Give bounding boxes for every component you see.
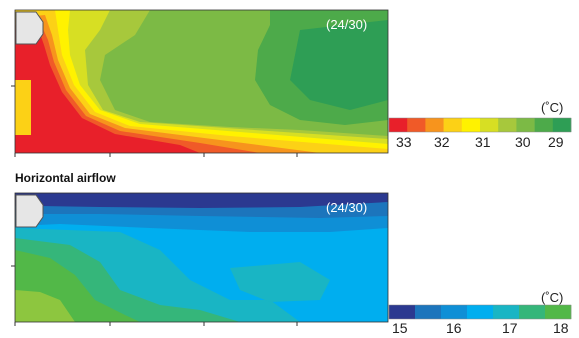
legend-swatch [461, 118, 481, 132]
temperature-map-top [15, 10, 388, 153]
legend-swatch [467, 305, 494, 319]
section-title: Horizontal airflow [15, 171, 116, 185]
top-map-axis-ticks [11, 85, 298, 157]
bottom-map-frame [14, 192, 389, 323]
legend-swatch [415, 305, 442, 319]
top-map-red-zone [15, 28, 200, 153]
top-legend-tick: 30 [515, 134, 531, 150]
legend-swatch [545, 305, 572, 319]
bottom-air-conditioner-icon [15, 194, 44, 228]
top-map-yellow-zone [15, 10, 388, 153]
bottom-map-axis-ticks [11, 265, 298, 326]
legend-frame [388, 117, 572, 133]
legend-swatch [480, 118, 499, 132]
legend-swatch [516, 118, 535, 132]
legend-swatch [519, 305, 546, 319]
legend-swatch [389, 305, 416, 319]
bottom-map-light-teal-pocket [230, 262, 330, 302]
bottom-legend-tick: 15 [392, 320, 408, 336]
bottom-map-navy-band [15, 193, 388, 208]
legend-swatch [534, 118, 554, 132]
bottom-color-legend [388, 304, 572, 320]
top-legend-tick: 33 [396, 134, 412, 150]
legend-swatch [493, 305, 520, 319]
legend-swatch [552, 118, 572, 132]
bottom-legend-unit: (˚C) [541, 290, 564, 305]
bottom-legend-tick: 16 [446, 320, 462, 336]
top-legend-unit: (˚C) [541, 100, 564, 115]
top-map-left-yellow-strip [15, 80, 31, 135]
legend-frame [388, 304, 572, 320]
legend-swatch [425, 118, 444, 132]
top-color-legend [388, 117, 572, 133]
top-legend-tick: 29 [548, 134, 564, 150]
top-map-frame [14, 9, 389, 154]
top-air-conditioner-icon [15, 11, 44, 45]
legend-swatch [389, 118, 408, 132]
legend-swatch [443, 118, 463, 132]
legend-swatch [407, 118, 426, 132]
top-legend-tick: 32 [434, 134, 450, 150]
legend-swatch [498, 118, 517, 132]
temperature-map-bottom [15, 193, 388, 322]
bottom-map-yellow-green-zone [15, 290, 75, 322]
top-map-darkest-green-zone [290, 20, 388, 110]
bottom-legend-tick: 18 [553, 320, 569, 336]
bottom-map-condition-label: (24/30) [326, 200, 368, 215]
legend-swatch [441, 305, 468, 319]
top-legend-tick: 31 [475, 134, 491, 150]
top-map-condition-label: (24/30) [326, 17, 368, 32]
bottom-legend-tick: 17 [502, 320, 518, 336]
